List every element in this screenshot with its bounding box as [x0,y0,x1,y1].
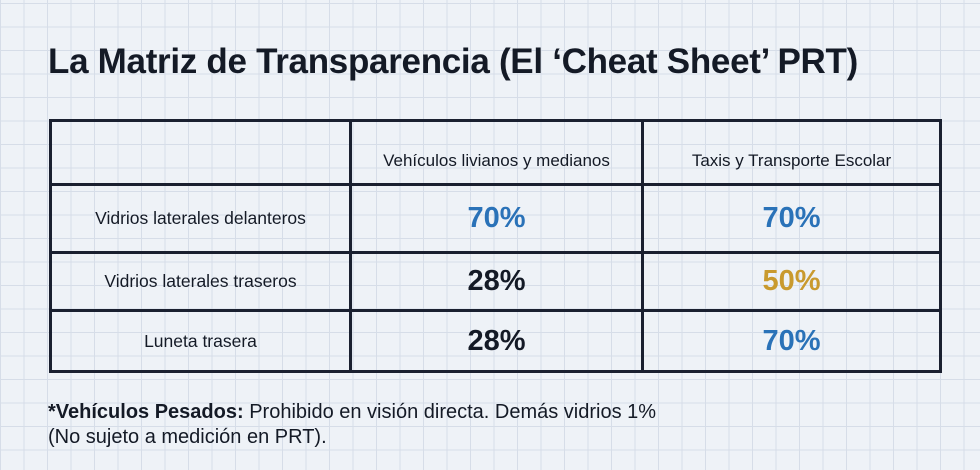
table-row: Luneta trasera 28% 70% [49,309,942,373]
page-title: La Matriz de Transparencia (El ‘Cheat Sh… [48,42,858,81]
footnote-bold: *Vehículos Pesados: [48,401,244,423]
table-row: Vidrios laterales traseros 28% 50% [49,250,942,313]
value-cell: 50% [641,250,942,313]
header-empty-cell [49,119,352,186]
row-label: Vidrios laterales traseros [49,250,352,313]
table-row: Vidrios laterales delanteros 70% 70% [49,182,942,254]
table-header-row: Vehículos livianos y medianos Taxis y Tr… [49,119,942,186]
header-light-medium-vehicles: Vehículos livianos y medianos [349,119,644,186]
transparency-matrix-table: Vehículos livianos y medianos Taxis y Tr… [49,119,942,373]
value-cell: 70% [641,309,942,373]
footnote-line2: (No sujeto a medición en PRT). [48,426,327,448]
value-cell: 70% [641,182,942,254]
value-cell: 28% [349,250,644,313]
footnote: *Vehículos Pesados: Prohibido en visión … [48,400,656,450]
row-label: Luneta trasera [49,309,352,373]
value-cell: 28% [349,309,644,373]
value-cell: 70% [349,182,644,254]
header-taxis-school-transport: Taxis y Transporte Escolar [641,119,942,186]
row-label: Vidrios laterales delanteros [49,182,352,254]
footnote-line1: Prohibido en visión directa. Demás vidri… [243,401,657,423]
